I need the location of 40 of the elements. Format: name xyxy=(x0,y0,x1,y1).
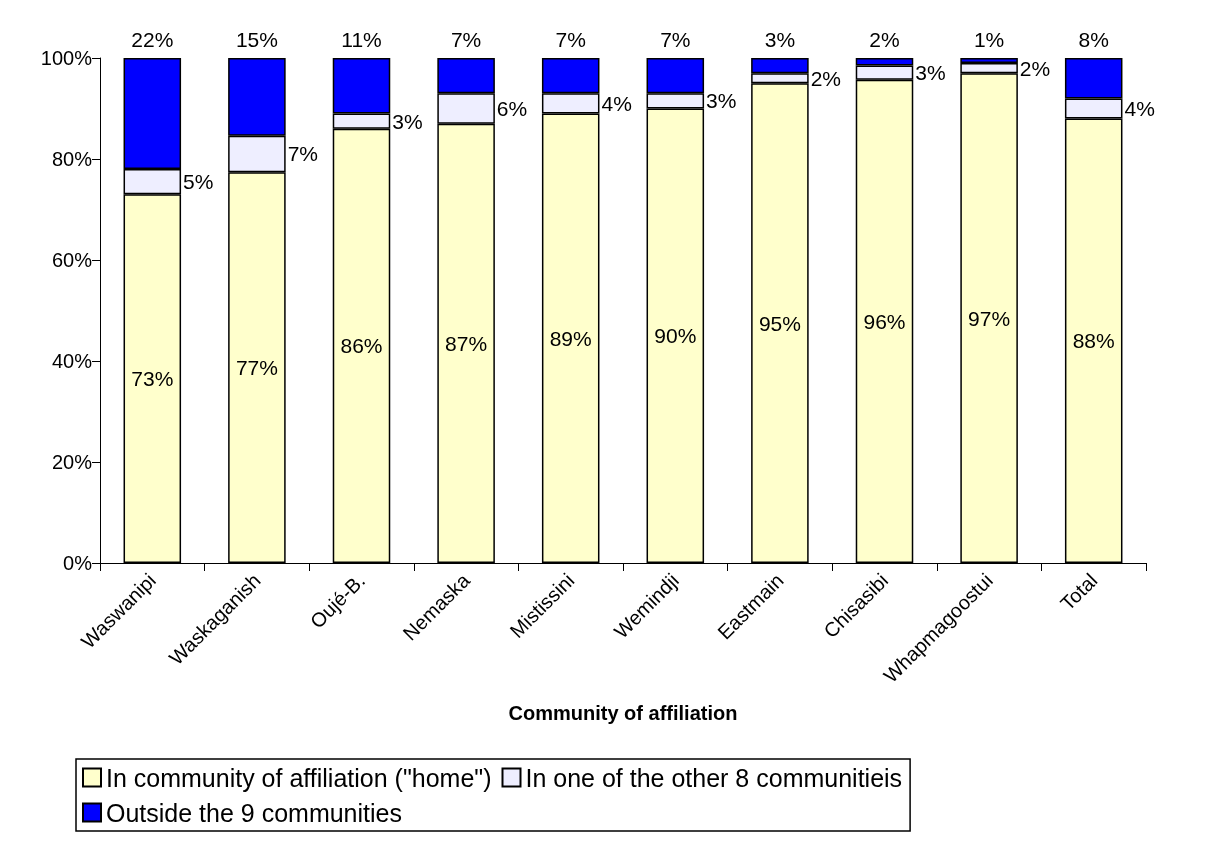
data-label: 22% xyxy=(131,28,174,51)
data-label: 7% xyxy=(660,28,691,51)
data-label: 3% xyxy=(706,89,737,113)
data-label: 2% xyxy=(810,66,842,90)
y-tick-label: 60% xyxy=(51,249,93,271)
data-label: 11% xyxy=(341,28,382,51)
data-label: 2% xyxy=(1019,56,1051,80)
data-label: 7% xyxy=(287,142,319,166)
data-label: 97% xyxy=(968,306,1011,330)
y-tick-label: 0% xyxy=(63,552,93,574)
data-label: 8% xyxy=(1078,28,1109,51)
data-label: 87% xyxy=(445,331,488,355)
data-label: 86% xyxy=(340,334,383,358)
y-tick-label: 100% xyxy=(40,47,93,69)
data-label: 90% xyxy=(654,324,697,348)
data-label: 2% xyxy=(869,28,900,51)
data-label: 77% xyxy=(235,356,278,380)
y-tick-label: 40% xyxy=(51,350,93,372)
x-axis-title: Community of affiliation xyxy=(508,702,738,724)
y-tick-label: 20% xyxy=(51,451,93,473)
data-label: 4% xyxy=(1124,97,1155,120)
y-tick-label: 80% xyxy=(51,148,93,170)
data-label: 4% xyxy=(601,91,632,115)
data-label: 96% xyxy=(863,309,906,333)
data-label: 73% xyxy=(131,367,174,391)
data-label: 3% xyxy=(392,109,423,133)
data-label: 15% xyxy=(235,28,278,51)
data-label: 6% xyxy=(496,97,528,120)
data-label: 5% xyxy=(183,170,214,194)
data-label: 88% xyxy=(1072,329,1115,353)
legend-label: In one of the other 8 communitieis xyxy=(525,763,903,792)
data-label: 7% xyxy=(555,28,586,51)
data-label: 95% xyxy=(758,311,801,335)
data-label: 1% xyxy=(973,28,1005,51)
data-label: 89% xyxy=(549,326,592,350)
legend-label: In community of affiliation ("home") xyxy=(106,763,492,792)
legend-label: Outside the 9 communities xyxy=(106,798,402,827)
data-label: 7% xyxy=(450,28,482,51)
data-label: 3% xyxy=(915,61,946,85)
data-label: 3% xyxy=(764,28,796,51)
